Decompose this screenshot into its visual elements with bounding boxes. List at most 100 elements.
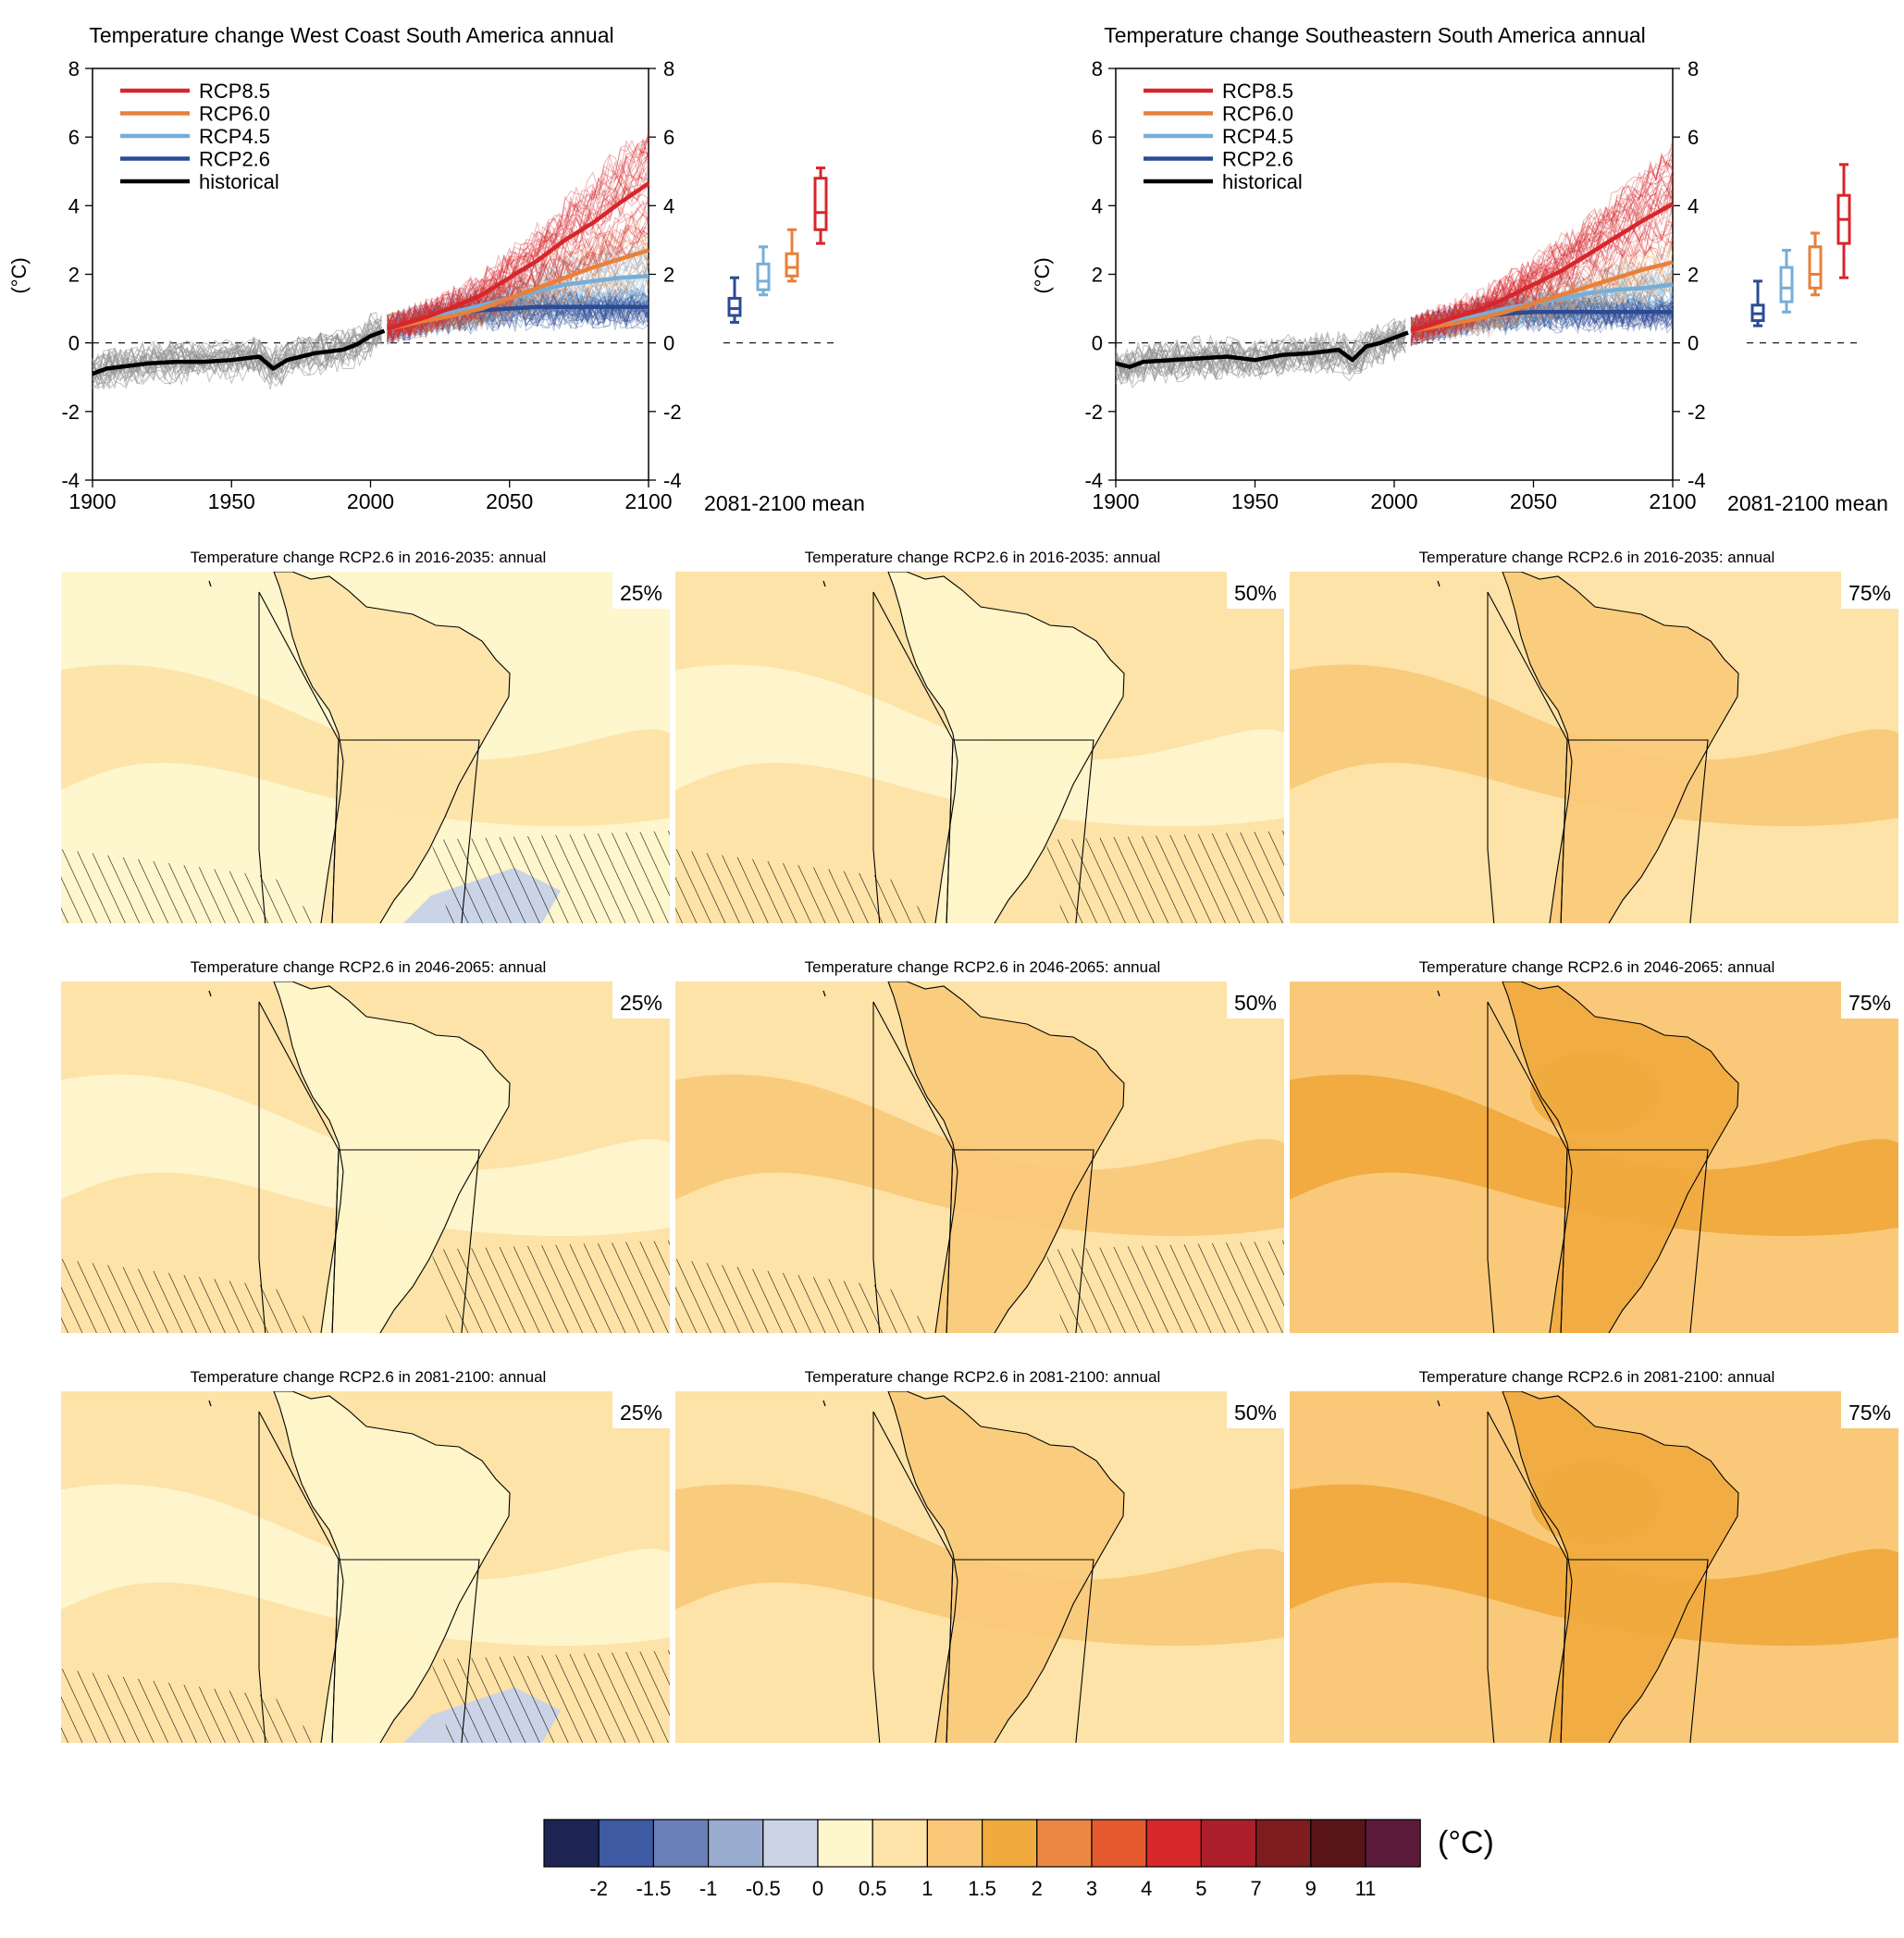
y-tick-label: 0	[1092, 332, 1103, 355]
map-field-hotspot	[1530, 1461, 1660, 1544]
y-tick-label: -2	[61, 401, 80, 424]
ensemble-member-rcp85	[1410, 216, 1674, 344]
ensemble-member-rcp60	[387, 242, 649, 343]
x-tick-label: 1950	[1231, 489, 1279, 513]
y-tick-label-right: -4	[1688, 469, 1706, 492]
map-field-land	[274, 1391, 510, 1743]
ensemble-member-rcp45	[387, 247, 649, 337]
ensemble-member-rcp45	[1410, 286, 1674, 340]
legend-label: RCP8.5	[199, 80, 270, 103]
box-axis-label: 2081-2100 mean	[704, 491, 865, 515]
y-tick-label: -4	[1084, 469, 1103, 492]
ensemble-member-rcp85	[1410, 176, 1674, 342]
map-row-title: Temperature change RCP2.6 in 2046-2065: …	[191, 958, 547, 976]
ensemble-member-rcp26	[1410, 293, 1674, 346]
island-outline	[822, 580, 826, 587]
series-line-rcp85	[386, 181, 650, 331]
ensemble-member-rcp45	[387, 244, 649, 338]
region-box-southeastern	[1560, 739, 1709, 923]
map-panel: 75%	[1290, 572, 1898, 923]
map-field-land	[888, 1391, 1124, 1743]
ensemble-member-rcp26	[387, 295, 649, 337]
colorbar-swatch	[1091, 1819, 1147, 1868]
ensemble-member-rcp85	[387, 213, 649, 337]
ensemble-member-rcp45	[387, 271, 649, 336]
map-panel: 75%	[1290, 1391, 1898, 1743]
ensemble-member-rcp26	[387, 291, 649, 344]
colorbar-swatch	[1255, 1819, 1312, 1868]
x-tick-label: 2100	[624, 489, 672, 513]
x-tick-label: 2000	[1370, 489, 1417, 513]
ensemble-member-rcp85	[387, 135, 649, 329]
ensemble-member-historical	[92, 327, 382, 389]
box-iqr	[727, 296, 742, 317]
series-line-rcp85	[1410, 202, 1675, 333]
coastline	[273, 1391, 511, 1743]
colorbar-swatch	[707, 1819, 764, 1868]
box-iqr	[1779, 265, 1794, 303]
ensemble-member-rcp26	[1410, 292, 1674, 342]
y-tick-label-right: 0	[1688, 332, 1699, 355]
map-panel: 50%	[675, 1391, 1284, 1743]
ensemble-member-rcp45	[1410, 256, 1674, 346]
box-iqr	[756, 262, 771, 291]
ensemble-member-rcp26	[1410, 299, 1674, 344]
y-tick-label-right: 0	[663, 332, 674, 355]
x-tick-label: 2100	[1649, 489, 1696, 513]
timeseries-plot-west-coast: Temperature change West Coast South Amer…	[7, 23, 865, 515]
region-box-southeastern	[331, 739, 480, 923]
region-box-west-coast	[1487, 1411, 1568, 1743]
ensemble-member-rcp45	[387, 246, 649, 330]
percentile-label: 75%	[1848, 1401, 1891, 1425]
map-content	[1290, 981, 1898, 1333]
colorbar-tick-label: -1.5	[636, 1877, 671, 1900]
timeseries-plot-southeastern: Temperature change Southeastern South Am…	[1031, 23, 1888, 515]
percentile-label: 75%	[1848, 581, 1891, 605]
x-tick-label: 1900	[68, 489, 116, 513]
legend-label: historical	[199, 170, 279, 193]
coastline	[887, 1391, 1125, 1743]
percentile-label-background	[1227, 1391, 1284, 1428]
map-hatching	[431, 831, 670, 923]
ensemble-member-rcp26	[1410, 296, 1674, 346]
legend-label: RCP2.6	[199, 148, 270, 171]
percentile-label-background	[1227, 572, 1284, 609]
ensemble-member-rcp85	[387, 204, 649, 335]
x-tick-label: 2000	[347, 489, 394, 513]
ensemble-member-rcp85	[1410, 152, 1674, 337]
ensemble-member-rcp60	[1410, 271, 1674, 343]
colorbar-swatch	[926, 1819, 983, 1868]
legend-label: RCP6.0	[1222, 103, 1293, 126]
y-tick-label: 8	[1092, 57, 1103, 80]
ensemble-member-rcp85	[387, 155, 649, 337]
percentile-label-background	[1841, 572, 1898, 609]
map-row-title: Temperature change RCP2.6 in 2016-2035: …	[191, 549, 547, 566]
ensemble-member-rcp85	[1410, 216, 1674, 342]
ensemble-member-rcp26	[1410, 289, 1674, 330]
colorbar-swatch	[1365, 1819, 1421, 1868]
ensemble-member-rcp45	[387, 290, 649, 338]
map-panel: 75%	[1290, 981, 1898, 1333]
y-tick-label-right: 6	[1688, 126, 1699, 149]
ensemble-member-rcp60	[1411, 234, 1674, 343]
y-tick-label-right: 4	[1688, 194, 1699, 217]
percentile-label: 50%	[1234, 581, 1277, 605]
ensemble-member-rcp85	[1410, 205, 1674, 339]
ensemble-member-rcp45	[1410, 276, 1674, 345]
ensemble-member-rcp26	[1410, 290, 1674, 344]
y-tick-label: 4	[68, 194, 80, 217]
coastline	[887, 572, 1125, 923]
region-box-west-coast	[258, 591, 340, 923]
map-hatching	[675, 849, 934, 923]
ensemble-member-rcp26	[1410, 297, 1674, 341]
colorbar-swatch	[1200, 1819, 1257, 1868]
map-hatching	[61, 1669, 320, 1743]
colorbar-swatch	[872, 1819, 929, 1868]
y-tick-label-right: -2	[1688, 401, 1706, 424]
y-tick-label: 2	[1092, 264, 1103, 287]
colorbar-swatch	[762, 1819, 819, 1868]
ensemble-member-rcp85	[387, 217, 649, 341]
ensemble-member-rcp60	[387, 269, 649, 337]
island-outline	[208, 990, 212, 997]
region-box-west-coast	[872, 1001, 954, 1333]
